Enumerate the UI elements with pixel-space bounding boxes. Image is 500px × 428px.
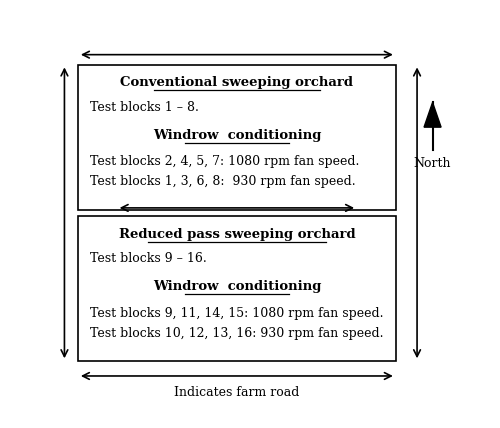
Text: Test blocks 2, 4, 5, 7: 1080 rpm fan speed.: Test blocks 2, 4, 5, 7: 1080 rpm fan spe… [90, 155, 359, 168]
Text: North: North [414, 157, 452, 170]
Text: Reduced pass sweeping orchard: Reduced pass sweeping orchard [118, 228, 355, 241]
FancyBboxPatch shape [78, 65, 396, 210]
Text: Windrow  conditioning: Windrow conditioning [152, 129, 321, 142]
Text: Test blocks 9, 11, 14, 15: 1080 rpm fan speed.: Test blocks 9, 11, 14, 15: 1080 rpm fan … [90, 307, 383, 320]
Text: Test blocks 10, 12, 13, 16: 930 rpm fan speed.: Test blocks 10, 12, 13, 16: 930 rpm fan … [90, 327, 383, 340]
Text: Test blocks 1, 3, 6, 8:  930 rpm fan speed.: Test blocks 1, 3, 6, 8: 930 rpm fan spee… [90, 175, 355, 188]
FancyBboxPatch shape [78, 216, 396, 361]
Polygon shape [424, 102, 441, 127]
Text: Windrow  conditioning: Windrow conditioning [152, 280, 321, 294]
Text: Test blocks 9 – 16.: Test blocks 9 – 16. [90, 253, 206, 265]
Text: Indicates farm road: Indicates farm road [174, 386, 300, 399]
Text: Test blocks 1 – 8.: Test blocks 1 – 8. [90, 101, 198, 114]
Text: Conventional sweeping orchard: Conventional sweeping orchard [120, 76, 354, 89]
